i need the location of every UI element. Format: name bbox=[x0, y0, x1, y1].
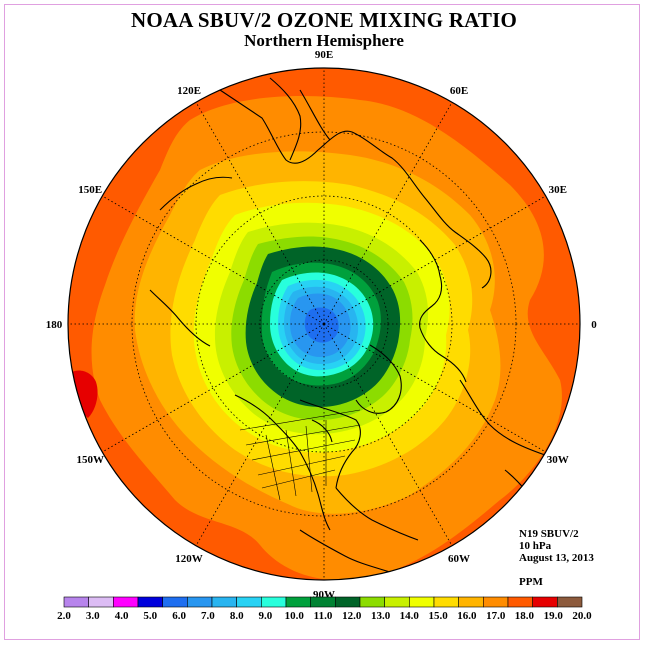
satellite-label: N19 SBUV/2 bbox=[519, 528, 579, 540]
colorbar-swatch bbox=[532, 596, 558, 608]
colorbar-tick-label: 15.0 bbox=[428, 610, 448, 622]
figure-frame bbox=[4, 4, 640, 640]
colorbar-tick-label: 12.0 bbox=[342, 610, 362, 622]
colorbar-swatch bbox=[310, 596, 336, 608]
colorbar-tick-label: 20.0 bbox=[572, 610, 592, 622]
colorbar-tick-label: 17.0 bbox=[486, 610, 506, 622]
longitude-label-0: 0 bbox=[591, 319, 597, 331]
colorbar-swatch bbox=[483, 596, 509, 608]
longitude-label-60e: 60E bbox=[450, 85, 468, 97]
colorbar-tick-label: 5.0 bbox=[143, 610, 157, 622]
colorbar-tick-label: 4.0 bbox=[115, 610, 129, 622]
longitude-label-120e: 120E bbox=[177, 85, 201, 97]
longitude-label-150e: 150E bbox=[78, 184, 102, 196]
colorbar-ticks: 2.0 3.0 4.0 5.0 6.0 7.0 8.0 9.0 10.0 11.0 12.0 13.0… bbox=[57, 610, 592, 622]
page-subtitle: Northern Hemisphere bbox=[244, 31, 404, 50]
colorbar-tick-label: 10.0 bbox=[285, 610, 305, 622]
colorbar-swatch bbox=[285, 596, 311, 608]
colorbar-tick-label: 2.0 bbox=[57, 610, 71, 622]
colorbar-swatch bbox=[187, 596, 213, 608]
colorbar-tick-label: 13.0 bbox=[371, 610, 391, 622]
colorbar-swatch bbox=[359, 596, 385, 608]
longitude-label-150w: 150W bbox=[76, 454, 104, 466]
colorbar-swatch bbox=[236, 596, 262, 608]
colorbar-tick-label: 7.0 bbox=[201, 610, 215, 622]
colorbar-swatch bbox=[384, 596, 410, 608]
units-label: PPM bbox=[519, 576, 543, 588]
colorbar-swatch bbox=[113, 596, 139, 608]
colorbar-tick-label: 18.0 bbox=[515, 610, 535, 622]
colorbar-tick-label: 6.0 bbox=[172, 610, 186, 622]
longitude-label-60w: 60W bbox=[448, 553, 470, 565]
colorbar-tick-label: 9.0 bbox=[259, 610, 273, 622]
colorbar-swatch bbox=[162, 596, 188, 608]
colorbar-swatch bbox=[63, 596, 89, 608]
longitude-label-30w: 30W bbox=[547, 454, 569, 466]
colorbar-swatch bbox=[211, 596, 237, 608]
colorbar-swatch bbox=[335, 596, 361, 608]
colorbar bbox=[63, 596, 583, 608]
colorbar-tick-label: 19.0 bbox=[544, 610, 564, 622]
date-label: August 13, 2013 bbox=[519, 552, 594, 564]
colorbar-tick-label: 14.0 bbox=[400, 610, 420, 622]
page-title: NOAA SBUV/2 OZONE MIXING RATIO bbox=[131, 8, 517, 32]
map-boundary bbox=[67, 67, 581, 581]
longitude-label-120w: 120W bbox=[175, 553, 203, 565]
pressure-level-label: 10 hPa bbox=[519, 540, 552, 552]
colorbar-swatch bbox=[507, 596, 533, 608]
colorbar-tick-label: 8.0 bbox=[230, 610, 244, 622]
colorbar-tick-label: 16.0 bbox=[457, 610, 477, 622]
colorbar-swatch bbox=[433, 596, 459, 608]
band-5 bbox=[304, 307, 339, 343]
longitude-label-180: 180 bbox=[46, 319, 63, 331]
colorbar-tick-label: 11.0 bbox=[314, 610, 333, 622]
colorbar-swatch bbox=[137, 596, 163, 608]
longitude-label-90e: 90E bbox=[315, 49, 333, 61]
longitude-label-30e: 30E bbox=[549, 184, 567, 196]
colorbar-swatch bbox=[88, 596, 114, 608]
graticule bbox=[68, 68, 580, 580]
colorbar-swatch bbox=[409, 596, 435, 608]
colorbar-tick-label: 3.0 bbox=[86, 610, 100, 622]
colorbar-swatch bbox=[261, 596, 287, 608]
colorbar-swatch bbox=[458, 596, 484, 608]
colorbar-swatch bbox=[557, 596, 583, 608]
political-boundaries bbox=[239, 409, 361, 501]
